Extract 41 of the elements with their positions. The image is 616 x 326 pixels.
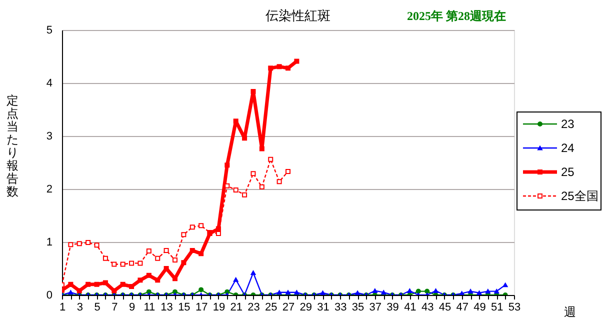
x-tick-label: 5 <box>94 302 100 314</box>
y-tick-label: 1 <box>46 236 52 248</box>
legend-label: 24 <box>561 141 575 155</box>
x-tick-label: 53 <box>508 302 521 314</box>
x-tick-label: 47 <box>456 302 468 314</box>
legend-label: 25全国 <box>561 189 598 203</box>
x-tick-label: 27 <box>282 302 295 314</box>
y-tick-label: 2 <box>46 184 52 196</box>
y-tick-label: 3 <box>46 130 52 142</box>
legend-label: 23 <box>561 117 575 131</box>
text: 2025年 第28週現在 <box>407 9 506 23</box>
x-tick-label: 51 <box>490 302 504 314</box>
x-tick-label: 1 <box>59 302 66 314</box>
x-tick-label: 9 <box>128 302 136 314</box>
x-tick-label: 33 <box>334 302 347 314</box>
x-tick-label: 43 <box>421 302 434 314</box>
x-tick-label: 45 <box>438 302 452 314</box>
x-tick-label: 39 <box>386 302 399 314</box>
x-tick-label: 25 <box>264 302 278 314</box>
x-tick-label: 37 <box>369 302 382 314</box>
y-axis-title: 定点当たり報告数 <box>6 94 18 198</box>
x-tick-label: 49 <box>474 302 486 314</box>
x-tick-label: 15 <box>178 302 190 314</box>
x-tick-label: 13 <box>160 302 173 314</box>
x-tick-label: 21 <box>230 302 242 314</box>
x-tick-label: 41 <box>404 302 416 314</box>
x-tick-label: 7 <box>112 302 118 314</box>
x-tick-label: 23 <box>248 302 260 314</box>
y-tick-label: 0 <box>46 290 52 302</box>
y-tick-label: 5 <box>46 24 52 36</box>
x-tick-label: 19 <box>212 302 226 314</box>
x-tick-label: 17 <box>195 302 208 314</box>
x-axis-title: 週 <box>564 305 576 319</box>
x-tick-label: 35 <box>352 302 364 314</box>
x-tick-label: 3 <box>76 302 83 314</box>
y-tick-label: 4 <box>46 78 52 90</box>
x-tick-label: 31 <box>317 302 330 314</box>
x-tick-label: 29 <box>300 302 312 314</box>
chart-title: 伝染性紅斑 <box>266 8 330 23</box>
x-tick-label: 11 <box>144 302 156 314</box>
legend-label: 25 <box>561 165 575 179</box>
